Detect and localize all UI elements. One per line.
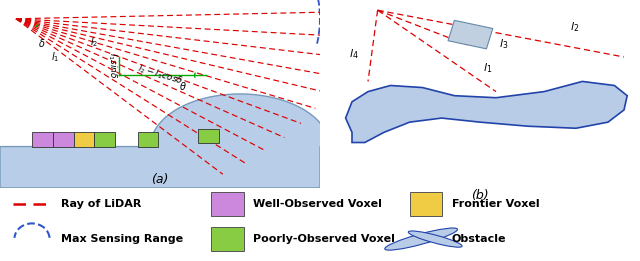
Text: $l_1$: $l_1$ bbox=[483, 61, 493, 75]
Text: Ray of LiDAR: Ray of LiDAR bbox=[61, 199, 141, 209]
Bar bbox=[198, 129, 219, 143]
Bar bbox=[53, 133, 74, 147]
Text: Well-Observed Voxel: Well-Observed Voxel bbox=[253, 199, 382, 209]
Bar bbox=[211, 227, 244, 251]
Polygon shape bbox=[448, 20, 493, 49]
Text: Frontier Voxel: Frontier Voxel bbox=[452, 199, 540, 209]
Text: Poorly-Observed Voxel: Poorly-Observed Voxel bbox=[253, 234, 396, 244]
Text: (b): (b) bbox=[471, 188, 489, 201]
Text: $l_1$: $l_1$ bbox=[51, 50, 60, 64]
Polygon shape bbox=[0, 94, 330, 188]
Text: Obstacle: Obstacle bbox=[452, 234, 506, 244]
Text: $\theta$: $\theta$ bbox=[179, 80, 187, 92]
Polygon shape bbox=[346, 81, 627, 143]
Bar bbox=[138, 133, 159, 147]
Bar bbox=[74, 133, 95, 147]
Text: $l_1 sin\delta$: $l_1 sin\delta$ bbox=[106, 52, 118, 79]
Bar bbox=[410, 192, 442, 216]
Ellipse shape bbox=[385, 228, 458, 250]
Ellipse shape bbox=[408, 231, 462, 247]
Text: (a): (a) bbox=[151, 173, 169, 186]
Text: $l_3$: $l_3$ bbox=[499, 37, 509, 51]
Text: $\delta$: $\delta$ bbox=[38, 37, 45, 49]
Text: $l_4$: $l_4$ bbox=[349, 47, 358, 61]
Bar bbox=[211, 192, 244, 216]
Text: Max Sensing Range: Max Sensing Range bbox=[61, 234, 183, 244]
Text: $l_2 - l_1 cos\delta$: $l_2 - l_1 cos\delta$ bbox=[136, 62, 184, 88]
Text: $l_2$: $l_2$ bbox=[570, 21, 579, 34]
Bar bbox=[95, 133, 115, 147]
Bar bbox=[32, 133, 52, 147]
Text: $l_2$: $l_2$ bbox=[90, 35, 98, 49]
